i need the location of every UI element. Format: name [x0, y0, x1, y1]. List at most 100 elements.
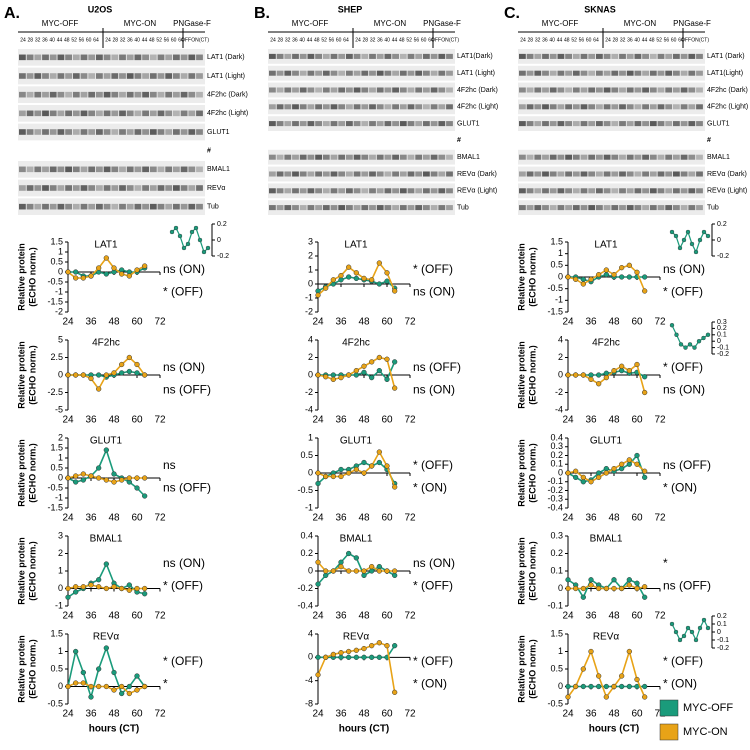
x-tick-label: 60: [131, 611, 143, 622]
annotation: ns (ON): [163, 262, 205, 276]
blot-band: [619, 188, 626, 194]
lane-label: 44: [392, 37, 398, 43]
data-point: [369, 359, 375, 365]
blot-band: [119, 110, 126, 117]
data-point: [634, 585, 640, 592]
blot-band: [446, 171, 453, 177]
chart-title: BMAL1: [590, 534, 623, 545]
blot-band: [596, 154, 603, 160]
series-line: [67, 645, 146, 700]
blot-band: [580, 171, 588, 177]
inset-point: [669, 229, 675, 235]
lane-label: 48: [564, 37, 570, 43]
data-point: [611, 683, 617, 690]
blot-band: [557, 188, 565, 194]
data-point: [376, 459, 382, 466]
data-point: [565, 470, 571, 476]
data-point: [103, 255, 109, 261]
lane-label: 56: [579, 37, 585, 43]
blot-band: [542, 171, 549, 177]
annotation: *: [663, 556, 668, 570]
blot-band: [399, 188, 407, 194]
y-tick-label: 3: [308, 236, 313, 246]
blot-band: [596, 87, 603, 93]
blot-band: [330, 87, 338, 93]
band-label: REVα (Dark): [707, 171, 747, 178]
blot-band: [173, 110, 180, 117]
x-tick-label: 72: [404, 709, 416, 720]
data-point: [573, 276, 579, 282]
group-label: MYC-OFF: [292, 19, 329, 28]
lane-label: 48: [399, 37, 405, 43]
y-tick-label: 0: [308, 369, 313, 379]
inset-point: [189, 229, 195, 235]
lane-label: 24: [20, 37, 26, 43]
x-tick-label: 36: [85, 611, 97, 622]
blot-band: [322, 188, 330, 194]
blot-band: [353, 205, 361, 211]
blot-band: [384, 104, 392, 110]
blot-band: [534, 104, 542, 110]
blot-band: [34, 203, 42, 210]
blot-band: [688, 188, 696, 194]
chart-title: GLUT1: [590, 436, 623, 447]
blot-band: [696, 205, 703, 211]
blot-band: [619, 171, 626, 177]
blot-band: [423, 188, 430, 194]
data-point: [353, 372, 359, 378]
blot-band: [88, 185, 96, 191]
lane-label: 40: [549, 37, 555, 43]
blot-band: [65, 73, 72, 79]
blot-band: [626, 104, 634, 110]
inset-point: [169, 229, 175, 235]
y-tick-label: -1: [305, 292, 313, 302]
lane-label: 56: [329, 37, 335, 43]
blot-band: [142, 91, 149, 98]
data-point: [142, 475, 148, 481]
blot-band: [430, 70, 438, 76]
lane-label: 28: [363, 37, 369, 43]
blot-band: [346, 53, 353, 59]
data-point: [626, 274, 632, 280]
data-point: [596, 683, 602, 690]
blot-band: [680, 104, 688, 110]
blot-band: [376, 171, 384, 177]
blot-band: [588, 70, 596, 76]
blot-band: [588, 53, 596, 59]
blot-band: [415, 87, 423, 93]
blot-band: [322, 171, 330, 177]
band-label: 4F2hc (Light): [457, 104, 498, 111]
blot-band: [384, 188, 392, 194]
x-tick-label: 24: [62, 513, 74, 524]
data-point: [392, 568, 398, 574]
data-point: [376, 367, 382, 374]
data-point: [634, 361, 640, 368]
blot-band: [196, 110, 203, 117]
data-point: [580, 281, 586, 287]
blot-band: [634, 121, 642, 127]
blot-band: [173, 203, 180, 210]
annotation: * (OFF): [663, 654, 703, 668]
blot-band: [65, 129, 72, 135]
blot-band: [338, 87, 346, 93]
data-point: [96, 577, 102, 583]
inset-point: [193, 225, 199, 231]
data-point: [80, 471, 86, 477]
inset-point: [197, 237, 203, 243]
blot-band: [57, 54, 65, 61]
blot-band: [384, 87, 392, 93]
blot-band: [165, 54, 173, 61]
band-label: #: [457, 137, 461, 144]
x-tick-label: 60: [131, 513, 143, 524]
blot-band: [119, 203, 126, 210]
y-tick-label: 1.5: [550, 628, 563, 638]
blot-band: [572, 70, 580, 76]
blot-band: [534, 171, 542, 177]
annotation: *: [163, 677, 168, 691]
data-point: [619, 465, 625, 472]
blot-band: [284, 53, 292, 59]
blot-band: [519, 171, 526, 177]
blot-band: [292, 87, 299, 93]
y-tick-label: 2: [308, 352, 313, 362]
